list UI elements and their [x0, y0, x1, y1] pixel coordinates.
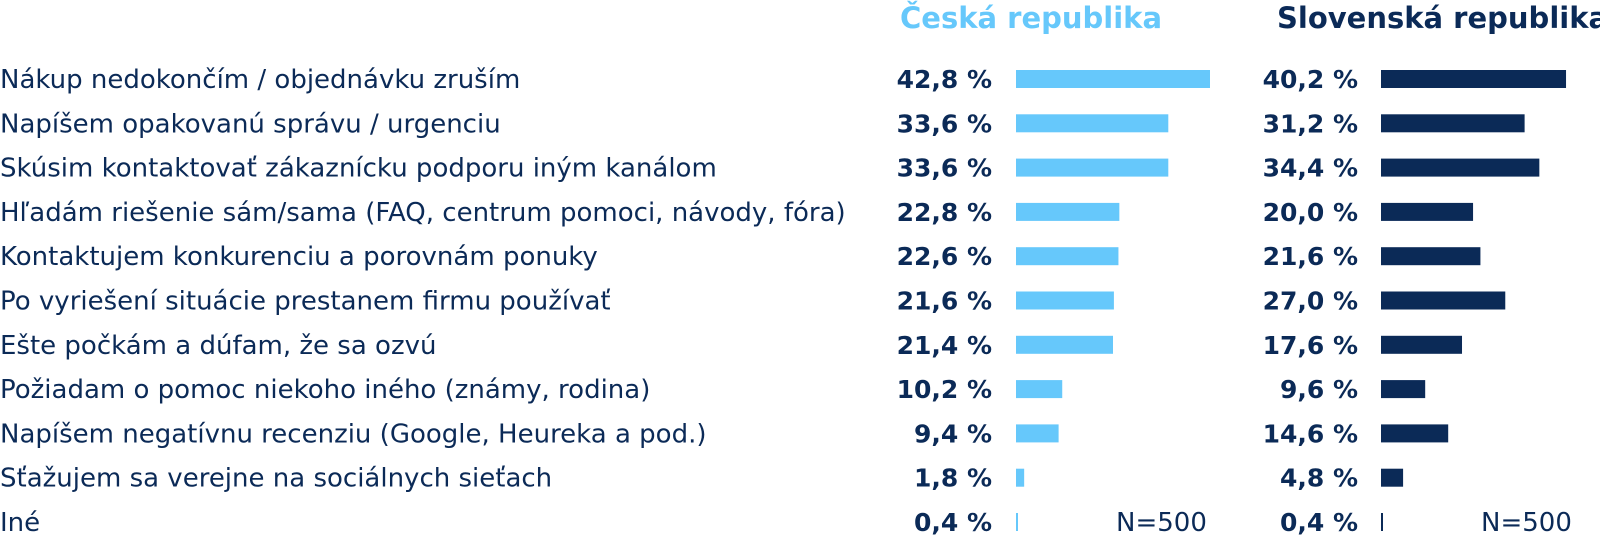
value-label: 21,6 %	[1263, 242, 1358, 271]
bar	[1381, 335, 1463, 354]
bar	[1016, 247, 1119, 266]
value-label: 20,0 %	[1263, 198, 1358, 227]
bar	[1381, 424, 1449, 443]
value-label: 42,8 %	[897, 65, 992, 94]
bar	[1381, 513, 1383, 531]
value-label: 40,2 %	[1263, 65, 1358, 94]
category-label: Hľadám riešenie sám/sama (FAQ, centrum p…	[0, 198, 846, 228]
value-label: 31,2 %	[1263, 109, 1358, 138]
bar	[1016, 158, 1169, 177]
value-label: 14,6 %	[1263, 419, 1358, 448]
value-label: 34,4 %	[1263, 154, 1358, 183]
bar	[1016, 468, 1025, 487]
bar	[1016, 513, 1018, 531]
bar	[1016, 70, 1210, 88]
bar	[1016, 114, 1169, 133]
bar	[1016, 424, 1059, 443]
value-label: 10,2 %	[897, 375, 992, 404]
bar	[1016, 380, 1063, 399]
category-label: Ešte počkám a dúfam, že sa ozvú	[0, 331, 436, 361]
series-header: Česká republika	[900, 1, 1162, 35]
bar	[1016, 202, 1120, 221]
bar	[1381, 70, 1567, 88]
category-label: Sťažujem sa verejne na sociálnych sieťac…	[0, 464, 552, 494]
value-label: 33,6 %	[897, 154, 992, 183]
value-label: 17,6 %	[1263, 331, 1358, 360]
category-label: Nákup nedokončím / objednávku zruším	[0, 65, 520, 95]
value-label: 9,6 %	[1280, 375, 1358, 404]
bar	[1016, 335, 1113, 354]
bar	[1381, 380, 1426, 399]
value-label: 22,6 %	[897, 242, 992, 271]
category-label: Napíšem negatívnu recenziu (Google, Heur…	[0, 419, 707, 449]
sample-size-label: N=500	[1481, 508, 1572, 538]
bar	[1381, 247, 1481, 266]
value-label: 9,4 %	[914, 419, 992, 448]
category-label: Kontaktujem konkurenciu a porovnám ponuk…	[0, 242, 598, 272]
bar	[1016, 291, 1114, 310]
bar	[1381, 114, 1525, 133]
sample-size-label: N=500	[1116, 508, 1207, 538]
value-label: 22,8 %	[897, 198, 992, 227]
value-label: 33,6 %	[897, 109, 992, 138]
value-label: 4,8 %	[1280, 464, 1358, 493]
value-label: 1,8 %	[914, 464, 992, 493]
value-label: 21,4 %	[897, 331, 992, 360]
category-label: Napíšem opakovanú správu / urgenciu	[0, 109, 501, 139]
bar	[1381, 291, 1506, 310]
bar	[1381, 468, 1404, 487]
category-label: Požiadam o pomoc niekoho iného (známy, r…	[0, 375, 650, 405]
category-label: Iné	[0, 508, 40, 538]
value-label: 21,6 %	[897, 287, 992, 316]
category-label: Skúsim kontaktovať zákaznícku podporu in…	[0, 154, 717, 184]
series-header: Slovenská republika	[1277, 1, 1600, 35]
bar	[1381, 158, 1540, 177]
value-label: 0,4 %	[1280, 508, 1358, 537]
category-label: Po vyriešení situácie prestanem firmu po…	[0, 287, 611, 317]
value-label: 0,4 %	[914, 508, 992, 537]
bar	[1381, 202, 1474, 221]
value-label: 27,0 %	[1263, 287, 1358, 316]
